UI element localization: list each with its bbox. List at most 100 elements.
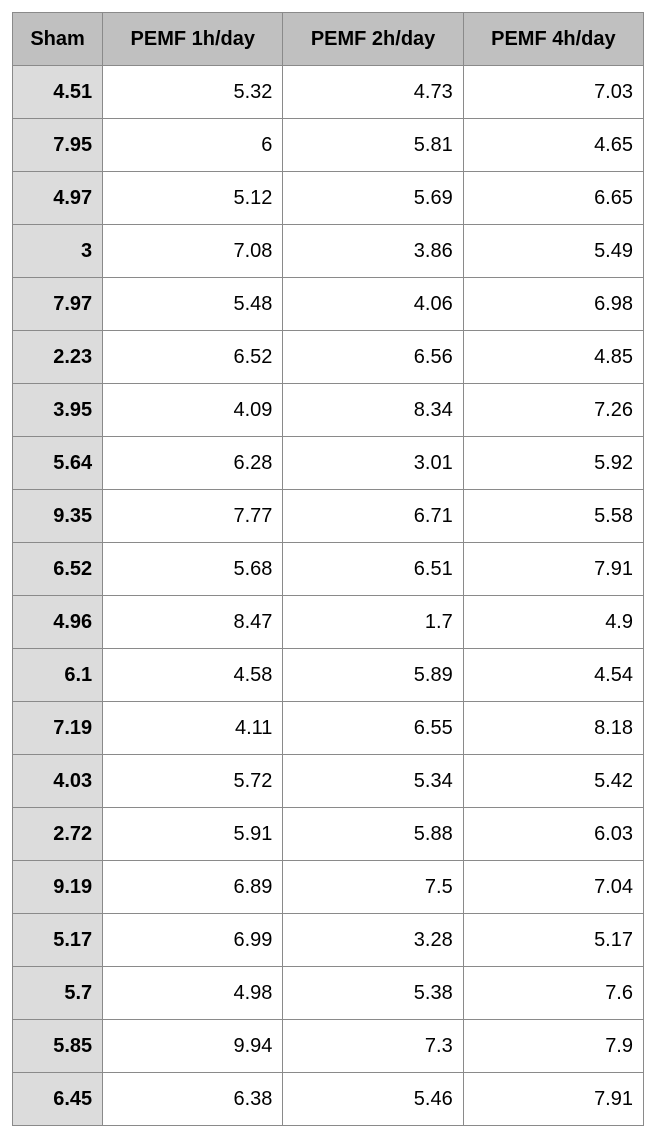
cell: 5.34 [283, 755, 463, 808]
cell: 6.55 [283, 702, 463, 755]
cell: 7.6 [463, 967, 643, 1020]
cell: 8.34 [283, 384, 463, 437]
col-header-pemf-4h: PEMF 4h/day [463, 13, 643, 66]
cell: 5.12 [103, 172, 283, 225]
row-header: 9.35 [13, 490, 103, 543]
cell: 6.99 [103, 914, 283, 967]
table-row: 7.975.484.066.98 [13, 278, 644, 331]
cell: 5.88 [283, 808, 463, 861]
cell: 6.65 [463, 172, 643, 225]
row-header: 7.97 [13, 278, 103, 331]
table-row: 4.515.324.737.03 [13, 66, 644, 119]
cell: 5.81 [283, 119, 463, 172]
cell: 5.91 [103, 808, 283, 861]
cell: 6.71 [283, 490, 463, 543]
table-row: 6.456.385.467.91 [13, 1073, 644, 1126]
cell: 5.49 [463, 225, 643, 278]
cell: 6.38 [103, 1073, 283, 1126]
cell: 7.91 [463, 543, 643, 596]
header-row: Sham PEMF 1h/day PEMF 2h/day PEMF 4h/day [13, 13, 644, 66]
cell: 5.89 [283, 649, 463, 702]
cell: 4.9 [463, 596, 643, 649]
table-header: Sham PEMF 1h/day PEMF 2h/day PEMF 4h/day [13, 13, 644, 66]
col-header-pemf-2h: PEMF 2h/day [283, 13, 463, 66]
cell: 7.9 [463, 1020, 643, 1073]
cell: 4.73 [283, 66, 463, 119]
table-row: 2.725.915.886.03 [13, 808, 644, 861]
row-header: 6.1 [13, 649, 103, 702]
table-row: 6.525.686.517.91 [13, 543, 644, 596]
cell: 3.01 [283, 437, 463, 490]
cell: 7.04 [463, 861, 643, 914]
cell: 5.68 [103, 543, 283, 596]
table-row: 4.035.725.345.42 [13, 755, 644, 808]
row-header: 5.85 [13, 1020, 103, 1073]
table-row: 4.975.125.696.65 [13, 172, 644, 225]
table-body: 4.515.324.737.037.9565.814.654.975.125.6… [13, 66, 644, 1126]
cell: 4.98 [103, 967, 283, 1020]
row-header: 4.03 [13, 755, 103, 808]
table-row: 5.74.985.387.6 [13, 967, 644, 1020]
table-row: 7.9565.814.65 [13, 119, 644, 172]
cell: 7.3 [283, 1020, 463, 1073]
cell: 7.26 [463, 384, 643, 437]
row-header: 3.95 [13, 384, 103, 437]
table-row: 3.954.098.347.26 [13, 384, 644, 437]
cell: 4.54 [463, 649, 643, 702]
cell: 5.32 [103, 66, 283, 119]
cell: 1.7 [283, 596, 463, 649]
cell: 5.69 [283, 172, 463, 225]
row-header: 4.96 [13, 596, 103, 649]
table-row: 5.646.283.015.92 [13, 437, 644, 490]
cell: 9.94 [103, 1020, 283, 1073]
cell: 6.89 [103, 861, 283, 914]
row-header: 6.45 [13, 1073, 103, 1126]
cell: 3.28 [283, 914, 463, 967]
table-row: 4.968.471.74.9 [13, 596, 644, 649]
cell: 6.03 [463, 808, 643, 861]
cell: 6.52 [103, 331, 283, 384]
cell: 7.03 [463, 66, 643, 119]
cell: 4.58 [103, 649, 283, 702]
cell: 7.08 [103, 225, 283, 278]
data-table: Sham PEMF 1h/day PEMF 2h/day PEMF 4h/day… [12, 12, 644, 1126]
row-header: 5.7 [13, 967, 103, 1020]
row-header: 7.95 [13, 119, 103, 172]
row-header: 6.52 [13, 543, 103, 596]
cell: 7.5 [283, 861, 463, 914]
table-row: 9.196.897.57.04 [13, 861, 644, 914]
table-row: 37.083.865.49 [13, 225, 644, 278]
cell: 4.09 [103, 384, 283, 437]
table-row: 2.236.526.564.85 [13, 331, 644, 384]
row-header: 9.19 [13, 861, 103, 914]
cell: 5.58 [463, 490, 643, 543]
cell: 4.85 [463, 331, 643, 384]
table-row: 6.14.585.894.54 [13, 649, 644, 702]
row-header: 4.97 [13, 172, 103, 225]
cell: 5.17 [463, 914, 643, 967]
cell: 5.42 [463, 755, 643, 808]
table-row: 5.859.947.37.9 [13, 1020, 644, 1073]
cell: 6.51 [283, 543, 463, 596]
cell: 4.65 [463, 119, 643, 172]
row-header: 7.19 [13, 702, 103, 755]
col-header-pemf-1h: PEMF 1h/day [103, 13, 283, 66]
row-header: 5.64 [13, 437, 103, 490]
cell: 5.38 [283, 967, 463, 1020]
row-header: 4.51 [13, 66, 103, 119]
table-row: 7.194.116.558.18 [13, 702, 644, 755]
cell: 8.18 [463, 702, 643, 755]
cell: 4.06 [283, 278, 463, 331]
cell: 6.28 [103, 437, 283, 490]
cell: 8.47 [103, 596, 283, 649]
cell: 6.98 [463, 278, 643, 331]
cell: 5.48 [103, 278, 283, 331]
col-header-sham: Sham [13, 13, 103, 66]
cell: 5.92 [463, 437, 643, 490]
table-row: 9.357.776.715.58 [13, 490, 644, 543]
row-header: 5.17 [13, 914, 103, 967]
cell: 5.72 [103, 755, 283, 808]
cell: 5.46 [283, 1073, 463, 1126]
row-header: 2.23 [13, 331, 103, 384]
cell: 6 [103, 119, 283, 172]
